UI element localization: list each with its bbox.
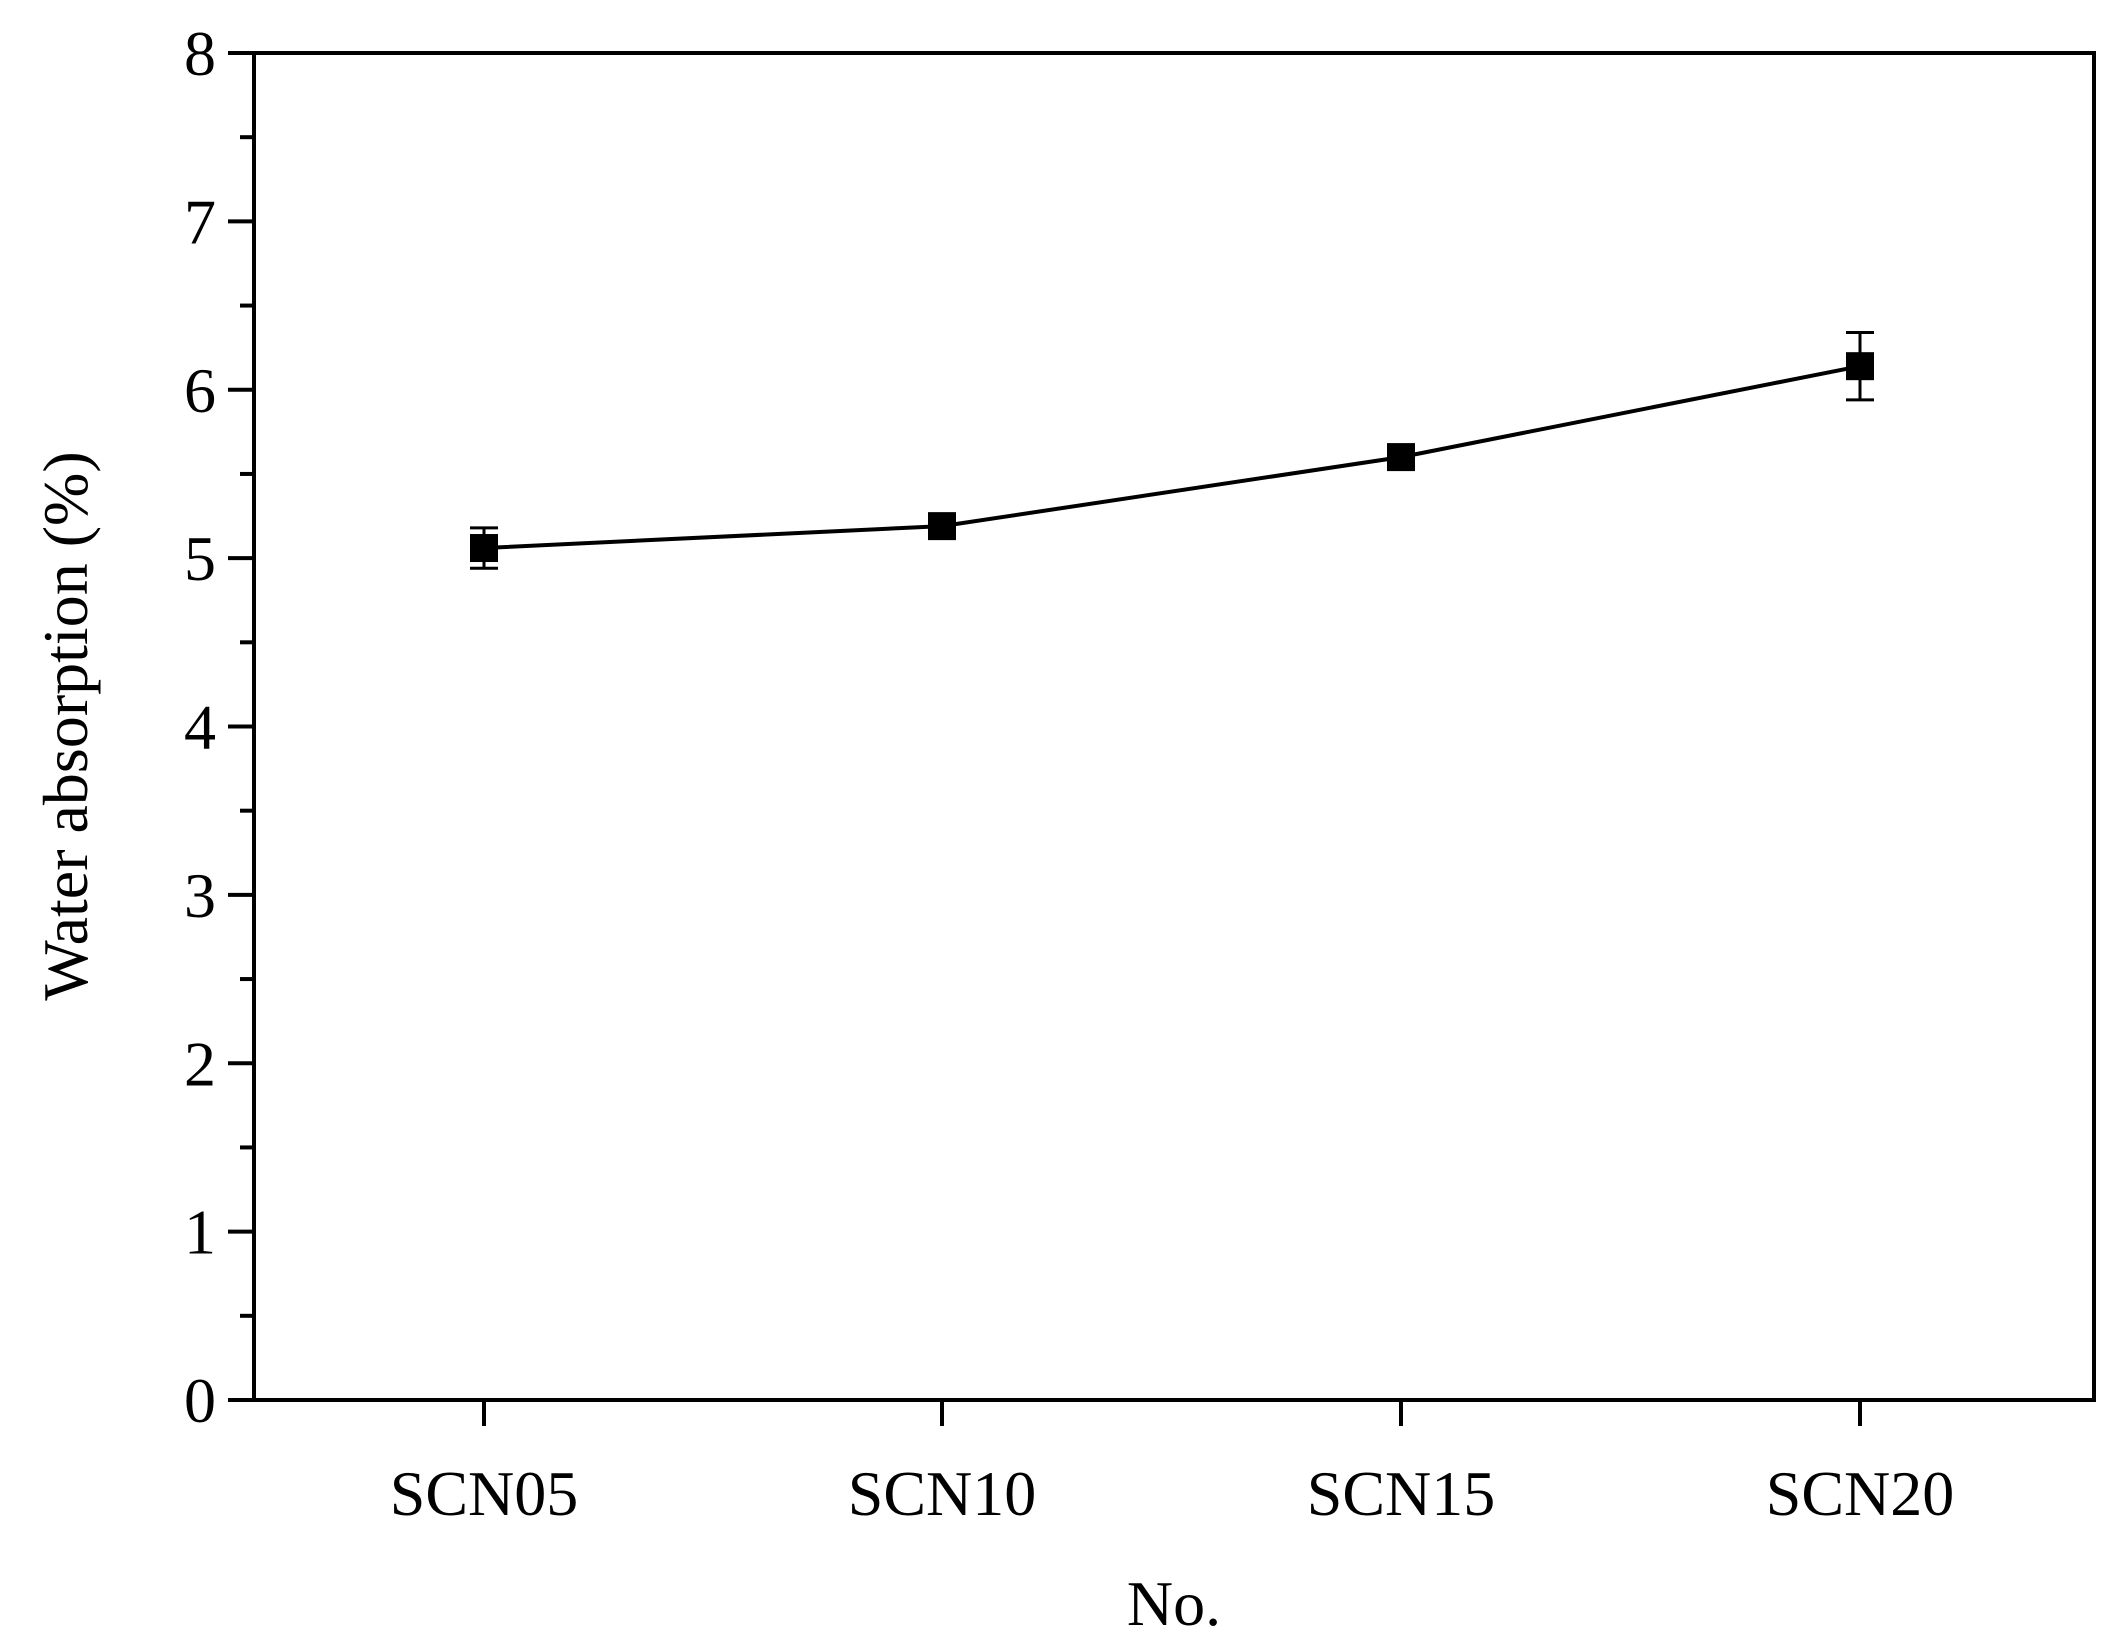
x-tick-label: SCN15: [1307, 1458, 1496, 1529]
data-point-marker: [1846, 352, 1874, 381]
data-point-marker: [928, 512, 956, 541]
x-axis-title: No.: [1127, 1568, 1221, 1639]
x-axis-ticks: SCN05 SCN10 SCN15 SCN20: [390, 1400, 1955, 1529]
y-tick-label: 1: [184, 1197, 216, 1268]
x-tick-label: SCN20: [1766, 1458, 1955, 1529]
y-axis-ticks: 0 1 2 3 4 5 6 7 8: [184, 18, 254, 1436]
y-tick-label: 4: [184, 692, 216, 763]
series-layer: [470, 331, 1874, 570]
data-point-marker: [1387, 443, 1415, 472]
series-line: [483, 364, 1861, 551]
y-tick-label: 3: [184, 860, 216, 931]
x-tick-label: SCN10: [848, 1458, 1037, 1529]
data-point-marker: [470, 534, 498, 563]
y-tick-label: 0: [184, 1365, 216, 1436]
plot-frame: [252, 51, 2096, 1402]
y-axis-title: Water absorption (%): [30, 451, 101, 1000]
y-tick-label: 6: [184, 355, 216, 426]
y-tick-label: 2: [184, 1028, 216, 1099]
y-tick-label: 5: [184, 523, 216, 594]
y-tick-label: 8: [184, 18, 216, 89]
x-tick-label: SCN05: [390, 1458, 579, 1529]
y-tick-label: 7: [184, 186, 216, 257]
